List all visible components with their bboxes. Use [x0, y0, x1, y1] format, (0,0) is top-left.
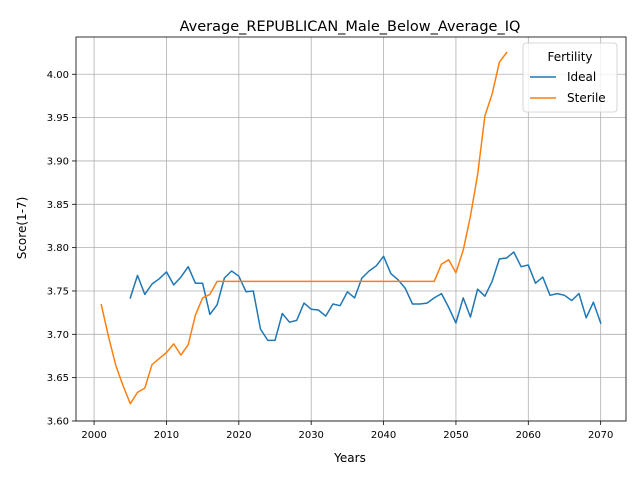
x-tick-label: 2040 [371, 430, 396, 441]
y-tick-label: 3.65 [47, 373, 69, 384]
legend: Fertility Ideal Sterile [522, 42, 618, 113]
y-tick-label: 3.70 [47, 330, 69, 341]
y-axis-ticks: 3.60 3.65 3.70 3.75 3.80 3.85 3.90 3.95 4.00 [47, 70, 76, 428]
series-line-sterile [100, 51, 508, 405]
legend-label-sterile: Sterile [567, 91, 606, 105]
y-tick-label: 3.85 [47, 200, 69, 211]
x-tick-label: 2000 [81, 430, 106, 441]
legend-title: Fertility [547, 50, 592, 64]
legend-box [522, 42, 618, 113]
y-tick-label: 4.00 [47, 70, 69, 81]
x-tick-label: 2060 [516, 430, 541, 441]
y-tick-label: 3.95 [47, 113, 69, 124]
chart-title: Average_REPUBLICAN_Male_Below_Average_IQ [180, 19, 521, 35]
x-axis-ticks: 2000 2010 2020 2030 2040 2050 2060 2070 [81, 421, 613, 441]
legend-label-ideal: Ideal [567, 70, 596, 84]
x-tick-label: 2050 [443, 430, 468, 441]
y-tick-label: 3.60 [47, 417, 69, 428]
series-lines [100, 51, 602, 405]
x-tick-label: 2020 [226, 430, 251, 441]
x-tick-label: 2010 [154, 430, 179, 441]
x-axis-label: Years [333, 451, 366, 465]
plot-frame [75, 36, 627, 422]
x-tick-label: 2030 [298, 430, 323, 441]
y-axis-label: Score(1-7) [15, 197, 29, 260]
series-line-ideal [129, 251, 602, 342]
y-tick-label: 3.90 [47, 156, 69, 167]
y-tick-label: 3.80 [47, 243, 69, 254]
x-tick-label: 2070 [588, 430, 613, 441]
y-tick-label: 3.75 [47, 286, 69, 297]
